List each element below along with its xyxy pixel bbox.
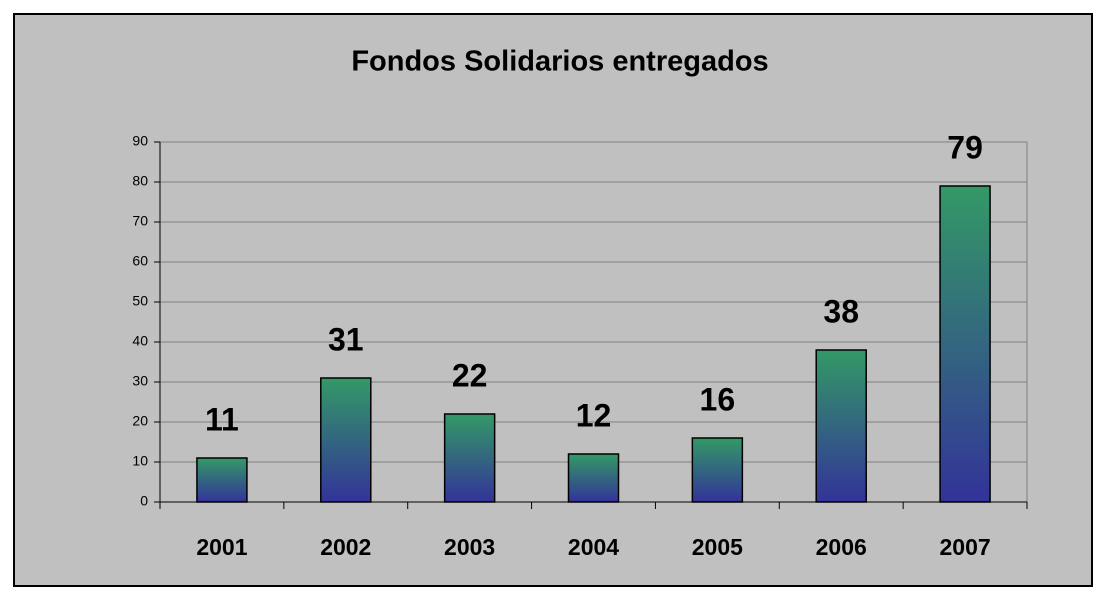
y-tick-label: 40 bbox=[132, 333, 148, 349]
data-label: 11 bbox=[205, 401, 239, 437]
x-tick-label: 2002 bbox=[320, 534, 371, 560]
chart-title: Fondos Solidarios entregados bbox=[351, 46, 768, 78]
x-tick-label: 2001 bbox=[196, 534, 247, 560]
bar bbox=[443, 413, 496, 503]
data-label: 38 bbox=[823, 293, 859, 329]
y-tick-label: 0 bbox=[140, 493, 148, 509]
chart-area bbox=[13, 13, 1093, 587]
bar bbox=[320, 377, 372, 503]
y-tick-label: 80 bbox=[132, 173, 148, 189]
y-tick-label: 90 bbox=[132, 133, 148, 149]
data-label: 22 bbox=[452, 357, 488, 393]
data-label: 16 bbox=[700, 381, 736, 417]
y-tick-label: 10 bbox=[132, 453, 148, 469]
bar bbox=[939, 185, 991, 503]
bar bbox=[691, 437, 744, 503]
y-tick-label: 70 bbox=[132, 213, 148, 229]
x-tick-label: 2005 bbox=[692, 534, 743, 560]
bar bbox=[567, 453, 620, 503]
y-tick-label: 60 bbox=[132, 253, 148, 269]
y-tick-label: 50 bbox=[132, 293, 148, 309]
x-tick-label: 2003 bbox=[444, 534, 495, 560]
data-label: 79 bbox=[947, 129, 983, 165]
bar bbox=[196, 457, 248, 503]
data-label: 31 bbox=[328, 321, 364, 357]
x-tick-label: 2006 bbox=[816, 534, 867, 560]
bar bbox=[815, 349, 867, 503]
data-label: 12 bbox=[576, 397, 612, 433]
y-tick-label: 30 bbox=[132, 373, 148, 389]
x-tick-label: 2007 bbox=[939, 534, 990, 560]
y-tick-label: 20 bbox=[132, 413, 148, 429]
x-tick-label: 2004 bbox=[568, 534, 619, 560]
